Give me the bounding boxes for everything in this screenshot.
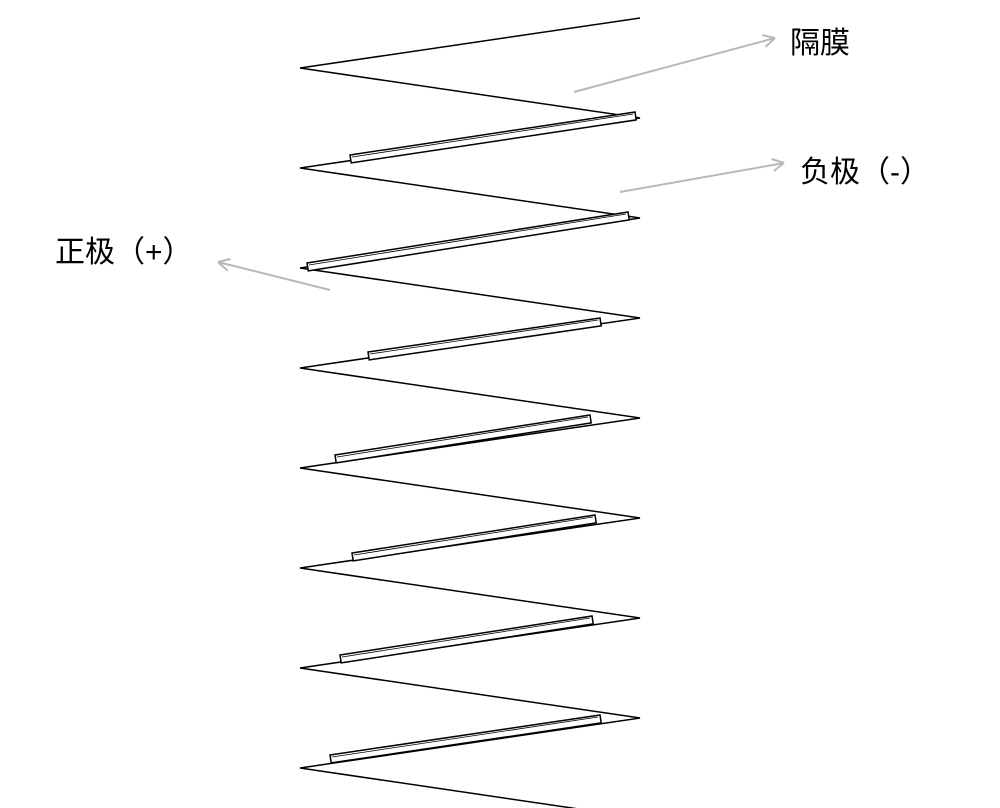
arrow-line (620, 163, 784, 192)
electrode-plate-0-edge (352, 114, 633, 157)
arrow-head (772, 159, 784, 163)
electrode-plate-3-edge (337, 417, 588, 457)
electrode-plate-1 (307, 212, 629, 271)
electrode-plate-2 (368, 318, 601, 360)
electrode-plate-4 (352, 515, 596, 561)
electrode-plate-4-edge (354, 517, 593, 555)
electrode-plate-1-edge (309, 214, 626, 265)
arrow-head (218, 259, 231, 262)
diagram-svg (0, 0, 1000, 808)
electrode-plate-6-edge (332, 717, 598, 757)
electrode-plate-2-edge (370, 320, 598, 354)
electrode-plate-5-edge (342, 618, 590, 657)
electrode-plate-6 (330, 715, 601, 763)
arrow-head (762, 35, 775, 38)
electrode-plate-3 (335, 415, 591, 463)
arrow-line (574, 38, 775, 92)
diagram-canvas: 隔膜 负极（-） 正极（+） (0, 0, 1000, 808)
label-separator: 隔膜 (790, 18, 850, 62)
label-cathode: 正极（+） (55, 227, 193, 271)
electrode-plate-0 (350, 112, 636, 163)
electrode-plate-5 (340, 616, 593, 663)
label-anode: 负极（-） (800, 147, 930, 191)
